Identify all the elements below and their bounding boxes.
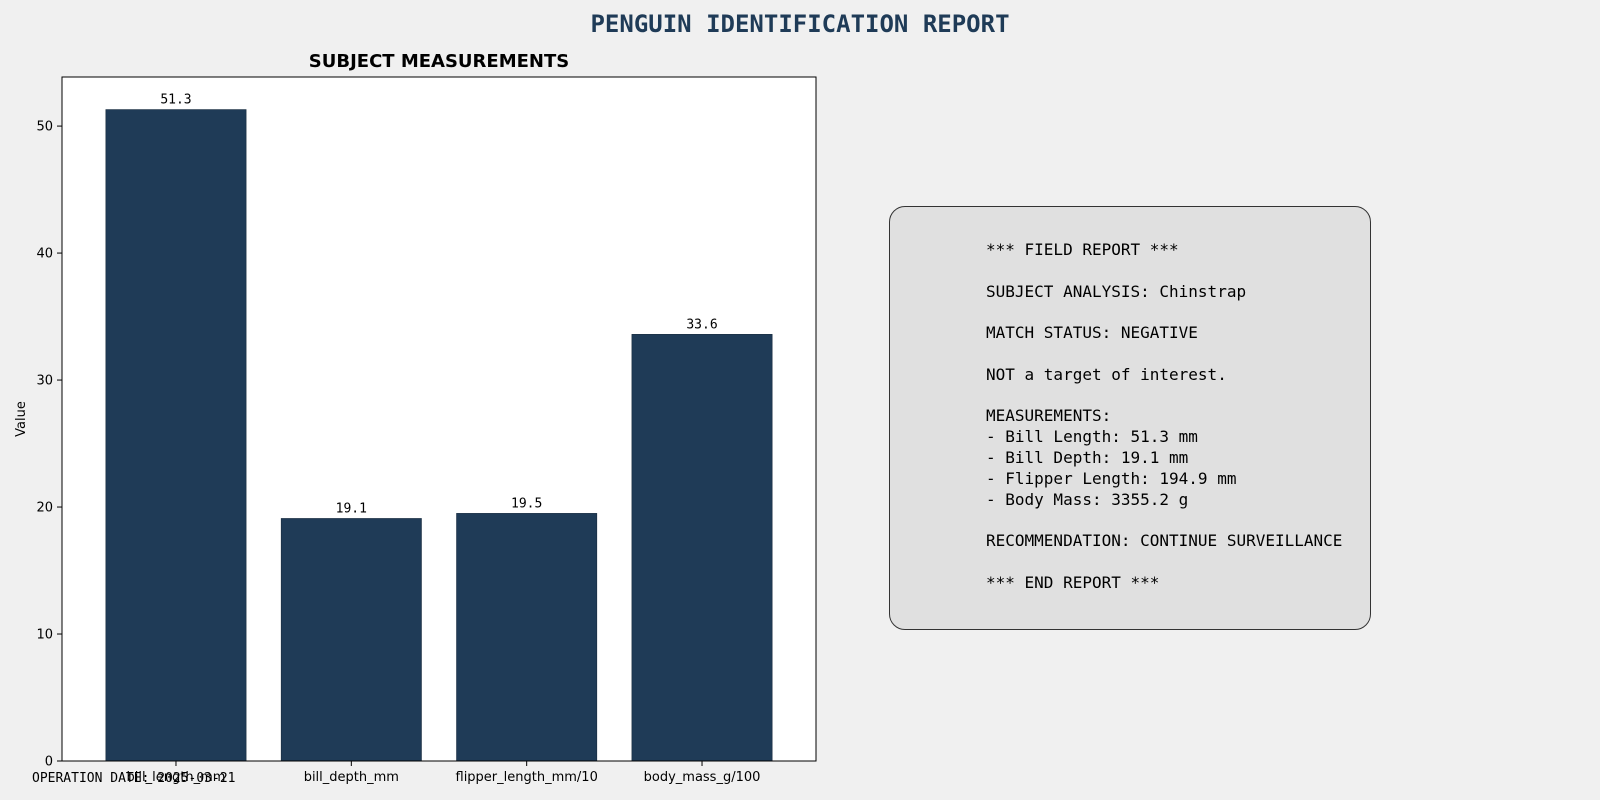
report-line: *** END REPORT *** xyxy=(986,572,1160,592)
y-tick-label: 30 xyxy=(36,374,53,389)
field-report-panel: *** FIELD REPORT *** SUBJECT ANALYSIS: Ch… xyxy=(889,206,1371,630)
report-line: SUBJECT ANALYSIS: Chinstrap xyxy=(986,281,1247,301)
chart-title: SUBJECT MEASUREMENTS xyxy=(308,51,570,72)
bar xyxy=(456,513,598,762)
report-line: RECOMMENDATION: CONTINUE SURVEILLANCE xyxy=(986,531,1343,551)
bar-chart: 51.3 bill_length_mm 19.1 bill_depth_mm 19.5 f… xyxy=(14,76,817,785)
y-axis-label: Value xyxy=(14,401,29,437)
operation-date: OPERATION DATE: 2025-03-21 xyxy=(32,771,236,786)
report-line: MEASUREMENTS: xyxy=(986,406,1112,426)
report-line: MATCH STATUS: NEGATIVE xyxy=(986,323,1198,343)
data-label: 19.5 xyxy=(511,496,542,511)
bar xyxy=(280,518,422,762)
data-label: 19.1 xyxy=(336,501,367,516)
y-tick-label: 40 xyxy=(36,247,53,262)
report-blank-line xyxy=(986,510,1342,531)
report-line: NOT a target of interest. xyxy=(986,364,1227,384)
y-tick-label: 0 xyxy=(45,755,53,770)
plot-frame xyxy=(61,76,817,762)
bar xyxy=(105,109,247,762)
x-tick-label: bill_length_mm xyxy=(127,770,226,785)
report-blank-line xyxy=(986,302,1342,323)
data-label: 51.3 xyxy=(160,93,191,108)
x-tick-label: flipper_length_mm/10 xyxy=(456,770,598,785)
report-blank-line xyxy=(986,552,1342,573)
field-report-text: *** FIELD REPORT *** SUBJECT ANALYSIS: Ch… xyxy=(986,240,1342,594)
report-blank-line xyxy=(986,344,1342,365)
report-line: - Bill Depth: 19.1 mm xyxy=(986,447,1189,467)
page-title: PENGUIN IDENTIFICATION REPORT xyxy=(590,10,1010,38)
report-line: *** FIELD REPORT *** xyxy=(986,240,1179,259)
report-line: - Bill Length: 51.3 mm xyxy=(986,427,1198,447)
report-line: - Body Mass: 3355.2 g xyxy=(986,489,1189,509)
y-tick-label: 20 xyxy=(36,501,53,516)
y-tick-label: 10 xyxy=(36,628,53,643)
x-tick-label: bill_depth_mm xyxy=(304,770,399,785)
data-label: 33.6 xyxy=(686,317,717,332)
bar xyxy=(631,334,773,762)
report-blank-line xyxy=(986,386,1342,407)
y-tick-label: 50 xyxy=(36,120,53,135)
x-tick-label: body_mass_g/100 xyxy=(644,770,761,785)
report-line: - Flipper Length: 194.9 mm xyxy=(986,468,1237,488)
report-blank-line xyxy=(986,261,1342,282)
